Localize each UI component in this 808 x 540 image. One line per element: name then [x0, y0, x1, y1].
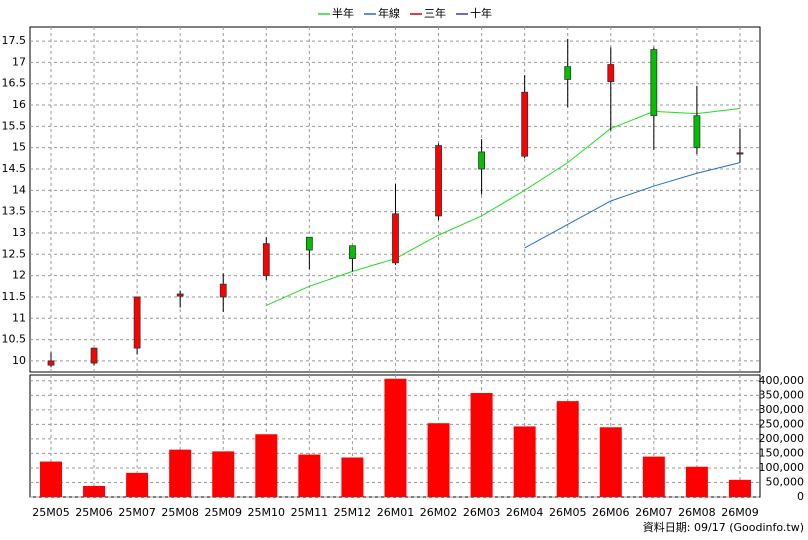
volume-bar [470, 393, 493, 497]
volume-bar [556, 401, 579, 497]
legend-label: 半年 [332, 6, 354, 20]
y-tick-label: 11 [12, 311, 26, 324]
volume-bar [384, 378, 407, 497]
candle-body [47, 360, 55, 366]
y2-tick-label: 250,000 [759, 417, 805, 430]
y2-tick-label: 150,000 [759, 446, 805, 459]
x-tick-label: 26M04 [506, 506, 544, 519]
x-tick-label: 25M09 [204, 506, 242, 519]
legend-label: 三年 [424, 6, 446, 20]
x-tick-label: 25M05 [32, 506, 70, 519]
y-tick-label: 17.5 [2, 34, 27, 47]
volume-bar [427, 423, 450, 497]
x-tick-label: 26M02 [420, 506, 458, 519]
volume-bar [513, 426, 536, 497]
footer: 資料日期: 09/17 (Goodinfo.tw) [643, 520, 804, 534]
candle-body [478, 151, 486, 170]
candle-body [176, 293, 184, 297]
x-tick-label: 25M07 [118, 506, 156, 519]
y-tick-label: 16 [12, 98, 26, 111]
x-tick-label: 25M11 [291, 506, 329, 519]
volume-bar [83, 485, 106, 497]
y-tick-label: 12.5 [2, 247, 27, 260]
candle-body [133, 296, 141, 349]
candle-body [650, 49, 658, 117]
candle-body [262, 243, 270, 277]
y-tick-label: 12 [12, 269, 26, 282]
candle-body [349, 245, 356, 259]
candle-body [521, 91, 529, 157]
y-tick-label: 15.5 [2, 119, 27, 132]
y2-tick-label: 50,000 [766, 475, 805, 488]
candle-body [435, 145, 442, 217]
volume-bar [126, 472, 149, 497]
ma-line [266, 107, 741, 306]
x-tick-label: 25M08 [161, 506, 199, 519]
y-tick-label: 10 [12, 354, 26, 367]
candle-body [90, 347, 98, 364]
volume-bar [169, 449, 192, 497]
volume-bar [341, 457, 364, 497]
legend-label: 年線 [378, 6, 400, 20]
candle-body [564, 66, 572, 80]
candle-body [305, 236, 313, 251]
ma-line [524, 162, 741, 249]
x-tick-label: 26M05 [549, 506, 587, 519]
y-tick-label: 11.5 [2, 290, 27, 303]
candle-body [693, 115, 701, 149]
volume-bar [255, 434, 278, 497]
candle-body [392, 213, 399, 264]
x-tick-label: 25M12 [334, 506, 372, 519]
volume-bar [685, 466, 708, 497]
x-tick-label: 26M09 [721, 506, 759, 519]
x-tick-label: 26M01 [377, 506, 415, 519]
y-tick-label: 14 [12, 183, 26, 196]
candle-body [736, 152, 744, 155]
volume-bar [642, 456, 665, 497]
y-tick-label: 16.5 [2, 77, 27, 90]
y-tick-label: 15 [12, 141, 26, 154]
candle-body [607, 64, 615, 82]
x-tick-label: 25M06 [75, 506, 113, 519]
y-tick-label: 13.5 [2, 205, 27, 218]
y2-tick-label: 400,000 [759, 374, 805, 387]
y-tick-label: 14.5 [2, 162, 27, 175]
volume-bar [298, 454, 321, 497]
x-tick-label: 26M06 [592, 506, 630, 519]
y2-tick-label: 300,000 [759, 403, 805, 416]
y-tick-label: 10.5 [2, 333, 27, 346]
y-tick-label: 13 [12, 226, 26, 239]
volume-bar [212, 451, 235, 497]
y2-tick-label: 350,000 [759, 388, 805, 401]
candle-body [219, 283, 227, 298]
y2-tick-label: 200,000 [759, 432, 805, 445]
volume-bar [599, 427, 622, 497]
x-tick-label: 25M10 [248, 506, 286, 519]
legend-label: 十年 [470, 6, 492, 20]
x-tick-label: 26M07 [635, 506, 673, 519]
y2-tick-label: 0 [797, 490, 804, 503]
y2-tick-label: 100,000 [759, 461, 805, 474]
x-tick-label: 26M03 [463, 506, 501, 519]
y-tick-label: 17 [12, 55, 26, 68]
volume-bar [728, 479, 751, 497]
volume-bar [40, 461, 62, 497]
x-tick-label: 26M08 [678, 506, 716, 519]
